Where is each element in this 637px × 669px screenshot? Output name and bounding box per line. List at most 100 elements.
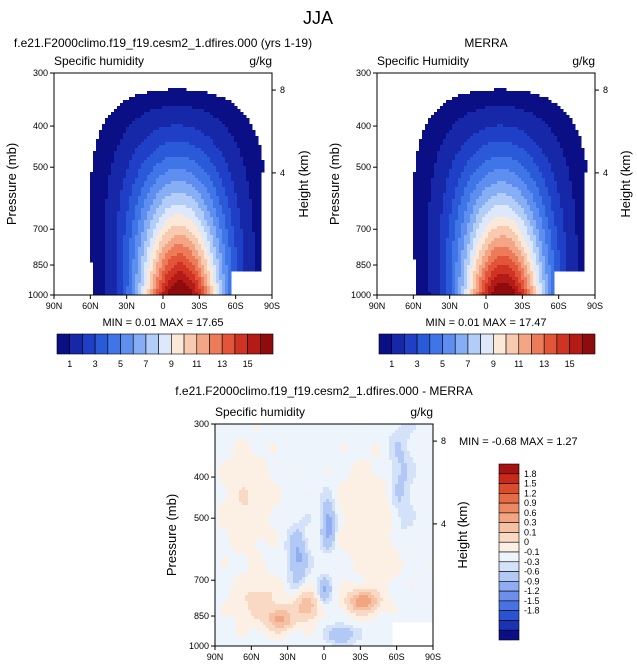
humidity-cell [180,100,184,104]
humidity-cell [530,145,534,149]
humidity-cell [569,163,573,167]
humidity-cell [533,124,537,128]
humidity-cell [473,169,477,173]
humidity-cell [120,244,124,248]
humidity-cell [189,235,193,239]
humidity-cell [180,160,184,164]
humidity-cell [102,247,106,251]
humidity-cell [539,124,543,128]
humidity-cell [545,136,549,140]
humidity-cell [174,181,178,185]
humidity-cell [503,118,507,122]
humidity-cell [446,148,450,152]
humidity-cell [252,208,256,212]
humidity-cell [171,292,175,295]
humidity-cell [186,214,190,218]
humidity-cell [159,163,163,167]
humidity-cell [117,124,121,128]
humidity-cell [545,154,549,158]
humidity-cell [198,118,202,122]
humidity-cell [476,166,480,170]
humidity-cell [219,148,223,152]
humidity-cell [186,160,190,164]
humidity-cell [231,124,235,128]
humidity-cell [138,94,142,98]
humidity-cell [177,94,181,98]
humidity-cell [108,199,112,203]
humidity-cell [135,139,139,143]
humidity-cell [201,208,205,212]
colorbar-swatch [158,333,172,355]
humidity-cell [518,163,522,167]
humidity-cell [231,145,235,149]
humidity-cell [102,286,106,290]
humidity-cell [566,163,570,167]
humidity-cell [135,112,139,116]
humidity-cell [258,229,262,233]
humidity-cell [195,196,199,200]
humidity-cell [491,124,495,128]
humidity-cell [482,148,486,152]
humidity-cell [102,211,106,215]
humidity-cell [575,157,579,161]
humidity-cell [108,256,112,260]
humidity-cell [180,292,184,295]
humidity-cell [518,139,522,143]
humidity-cell [216,208,220,212]
humidity-cell [153,211,157,215]
humidity-cell [246,262,250,266]
humidity-cell [129,214,133,218]
humidity-cell [216,226,220,230]
panel-merra-unit-label: g/kg [572,54,595,68]
humidity-cell [234,112,238,116]
humidity-cell [135,106,139,110]
humidity-cell [464,130,468,134]
humidity-cell [201,193,205,197]
humidity-cell [117,220,121,224]
humidity-cell [183,265,187,269]
humidity-cell [210,286,214,290]
humidity-cell [213,259,217,263]
humidity-cell [440,139,444,143]
humidity-cell [234,121,238,125]
humidity-cell [189,142,193,146]
humidity-cell [162,172,166,176]
humidity-cell [255,184,259,188]
humidity-cell [141,187,145,191]
humidity-cell [150,190,154,194]
humidity-cell [159,289,163,293]
humidity-cell [225,112,229,116]
humidity-cell [518,169,522,173]
humidity-cell [177,250,181,254]
humidity-cell [452,112,456,116]
humidity-cell [461,121,465,125]
humidity-cell [132,127,136,131]
humidity-cell [494,121,498,125]
humidity-cell [219,181,223,185]
humidity-cell [177,244,181,248]
humidity-cell [165,151,169,155]
humidity-cell [135,109,139,113]
humidity-cell [150,109,154,113]
humidity-cell [141,103,145,107]
humidity-cell [207,130,211,134]
humidity-cell [132,109,136,113]
humidity-cell [509,133,513,137]
humidity-cell [111,133,115,137]
humidity-cell [141,214,145,218]
humidity-cell [192,259,196,263]
x-tick-label: 60S [228,301,244,311]
humidity-cell [458,100,462,104]
humidity-cell [434,163,438,167]
humidity-cell [476,160,480,164]
humidity-cell [156,151,160,155]
colorbar-swatch [120,333,134,355]
humidity-cell [186,250,190,254]
humidity-cell [252,232,256,236]
y-tick-label: 400 [33,121,48,131]
humidity-cell [147,199,151,203]
humidity-cell [536,160,540,164]
humidity-cell [99,214,103,218]
humidity-cell [204,100,208,104]
humidity-cell [129,259,133,263]
